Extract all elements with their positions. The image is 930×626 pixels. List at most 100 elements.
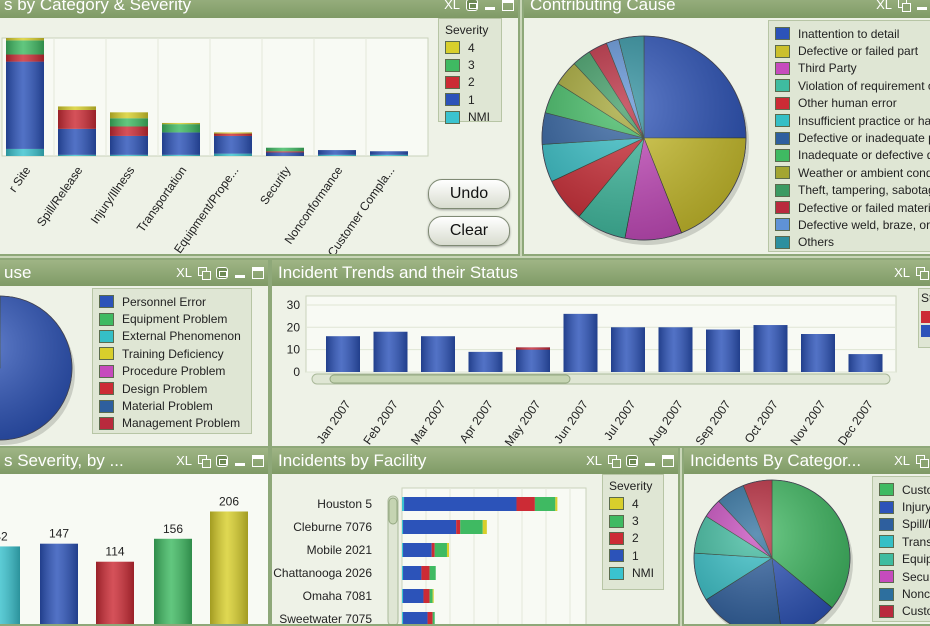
export-xl-button[interactable]: XL <box>894 265 910 280</box>
legend-item[interactable]: Defective weld, braze, or s <box>775 216 930 233</box>
panel-caption[interactable]: s by Category & Severity XL <box>0 0 518 18</box>
legend-item[interactable]: Defective or failed material <box>775 199 930 216</box>
legend-item[interactable]: External Phenomenon <box>99 328 245 345</box>
undo-button[interactable]: Undo <box>428 179 510 209</box>
legend-item[interactable]: 1 <box>445 91 495 108</box>
legend-item[interactable]: Others <box>775 234 930 251</box>
legend-item[interactable]: Inadequate or defective de <box>775 147 930 164</box>
legend-item[interactable]: 3 <box>445 56 495 73</box>
legend-item[interactable]: 3 <box>609 512 657 529</box>
stacked-bar-segment[interactable] <box>403 520 457 534</box>
stacked-bar-segment[interactable] <box>427 612 433 624</box>
maximize-icon[interactable] <box>252 455 264 467</box>
stacked-bar-segment[interactable] <box>403 566 422 580</box>
minimize-icon[interactable] <box>644 455 656 467</box>
cycle-chart-icon[interactable] <box>626 455 638 467</box>
legend-item[interactable]: Violation of requirement or <box>775 77 930 94</box>
legend-item[interactable]: NMI <box>445 109 495 126</box>
cycle-chart-icon[interactable] <box>466 0 478 11</box>
legend-item[interactable]: Theft, tampering, sabotage <box>775 182 930 199</box>
export-xl-button[interactable]: XL <box>586 453 602 468</box>
panel-caption[interactable]: Incident Trends and their Status XL <box>272 260 930 286</box>
cycle-chart-icon[interactable] <box>216 455 228 467</box>
stacked-bar-segment[interactable] <box>421 566 430 580</box>
legend-item[interactable]: Weather or ambient conditi <box>775 164 930 181</box>
legend-item[interactable]: Personnel Error <box>99 293 245 310</box>
minimize-icon[interactable] <box>916 0 928 11</box>
legend-item[interactable]: 1 <box>609 547 657 564</box>
legend-item[interactable]: Trans <box>879 533 930 550</box>
copy-icon[interactable] <box>898 0 911 12</box>
panel-caption[interactable]: Contributing Cause XL <box>524 0 930 18</box>
minimize-icon[interactable] <box>234 267 246 279</box>
stacked-bar-segment[interactable] <box>482 520 487 534</box>
stacked-bar-segment[interactable] <box>404 497 517 511</box>
legend-item[interactable]: 2 <box>445 74 495 91</box>
legend-item[interactable]: Custo <box>879 603 930 620</box>
stacked-bar-segment[interactable] <box>403 589 424 603</box>
legend-item[interactable]: Inattention to detail <box>775 25 930 42</box>
legend-item[interactable]: Third Party <box>775 60 930 77</box>
copy-icon[interactable] <box>916 455 929 468</box>
stacked-bar-segment[interactable] <box>403 543 432 557</box>
export-xl-button[interactable]: XL <box>444 0 460 12</box>
legend-item[interactable]: Nonco <box>879 585 930 602</box>
scrollbar-thumb[interactable] <box>388 497 398 525</box>
copy-icon[interactable] <box>608 455 621 468</box>
panel-caption[interactable]: s Severity, by ... XL <box>0 448 268 474</box>
stacked-bar-segment[interactable] <box>434 543 447 557</box>
legend-item[interactable]: 2 <box>609 530 657 547</box>
copy-icon[interactable] <box>916 267 929 280</box>
stacked-bar-segment[interactable] <box>516 497 535 511</box>
legend-item[interactable]: Custo <box>879 481 930 498</box>
stacked-bar-segment[interactable] <box>402 497 405 511</box>
stacked-bar-segment[interactable] <box>446 543 450 557</box>
panel-caption[interactable]: use XL <box>0 260 268 286</box>
legend-item[interactable]: Management Problem <box>99 415 245 432</box>
stacked-bar-segment[interactable] <box>456 520 461 534</box>
stacked-bar-segment[interactable] <box>429 589 433 603</box>
minimize-icon[interactable] <box>484 0 496 11</box>
export-xl-button[interactable]: XL <box>176 265 192 280</box>
maximize-icon[interactable] <box>502 0 514 11</box>
stacked-bar-segment[interactable] <box>429 566 436 580</box>
legend-item[interactable]: Equipn <box>879 551 930 568</box>
copy-icon[interactable] <box>198 455 211 468</box>
stacked-bar-segment[interactable] <box>534 497 556 511</box>
maximize-icon[interactable] <box>662 455 674 467</box>
scrollbar-track[interactable] <box>387 495 399 624</box>
stacked-bar-segment[interactable] <box>403 612 428 624</box>
legend-item[interactable]: Secur <box>879 568 930 585</box>
scrollbar-thumb[interactable] <box>329 374 571 384</box>
legend-item[interactable]: 4 <box>445 39 495 56</box>
stacked-bar-segment[interactable] <box>555 497 558 511</box>
export-xl-button[interactable]: XL <box>894 453 910 468</box>
export-xl-button[interactable]: XL <box>176 453 192 468</box>
stacked-bar-segment[interactable] <box>460 520 483 534</box>
stacked-bar-segment[interactable] <box>402 543 404 557</box>
legend-item[interactable]: Spill/R <box>879 516 930 533</box>
stacked-bar-segment[interactable] <box>402 520 404 534</box>
clear-button[interactable]: Clear <box>428 216 510 246</box>
legend-item[interactable]: Material Problem <box>99 397 245 414</box>
stacked-bar-segment[interactable] <box>431 543 435 557</box>
legend-item[interactable]: Insufficient practice or hand <box>775 112 930 129</box>
legend-item[interactable]: Injury <box>879 498 930 515</box>
stacked-bar-segment[interactable] <box>432 612 435 624</box>
stacked-bar-segment[interactable] <box>402 612 404 624</box>
export-xl-button[interactable]: XL <box>876 0 892 12</box>
table-view-icon[interactable] <box>216 267 228 279</box>
legend-item[interactable]: Procedure Problem <box>99 363 245 380</box>
minimize-icon[interactable] <box>234 455 246 467</box>
panel-caption[interactable]: Incidents by Facility XL <box>272 448 678 474</box>
panel-caption[interactable]: Incidents By Categor... XL <box>684 448 930 474</box>
stacked-bar-segment[interactable] <box>432 589 434 603</box>
copy-icon[interactable] <box>198 267 211 280</box>
stacked-bar-segment[interactable] <box>402 566 404 580</box>
legend-item[interactable]: Defective or failed part <box>775 42 930 59</box>
legend-item[interactable]: Equipment Problem <box>99 310 245 327</box>
legend-item[interactable]: Other human error <box>775 95 930 112</box>
legend-item[interactable]: Training Deficiency <box>99 345 245 362</box>
stacked-bar-segment[interactable] <box>423 589 430 603</box>
legend-item[interactable]: NMI <box>609 565 657 582</box>
